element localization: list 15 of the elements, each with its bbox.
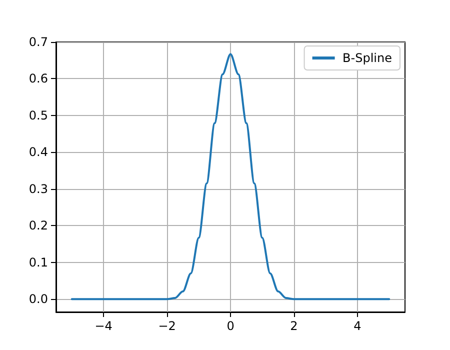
y-tick-label: 0.2 — [28, 218, 48, 233]
y-tick-label: 0.3 — [28, 182, 48, 196]
x-tick-label: −2 — [158, 319, 176, 333]
y-tick-label: 0.4 — [28, 145, 48, 160]
x-tick-label: 2 — [290, 319, 298, 333]
line-series — [70, 53, 390, 300]
x-tick-label: 0 — [226, 319, 234, 333]
y-tick-label: 0.6 — [28, 72, 48, 86]
y-tick-label: 0.1 — [28, 255, 48, 270]
y-tick-label: 0.5 — [28, 108, 48, 122]
legend-label: B-Spline — [342, 51, 392, 65]
y-tick-label: 0.0 — [28, 292, 48, 306]
x-tick-label: 4 — [354, 319, 362, 333]
y-tick-label: 0.7 — [28, 35, 48, 49]
x-tick-label: −4 — [94, 319, 112, 333]
